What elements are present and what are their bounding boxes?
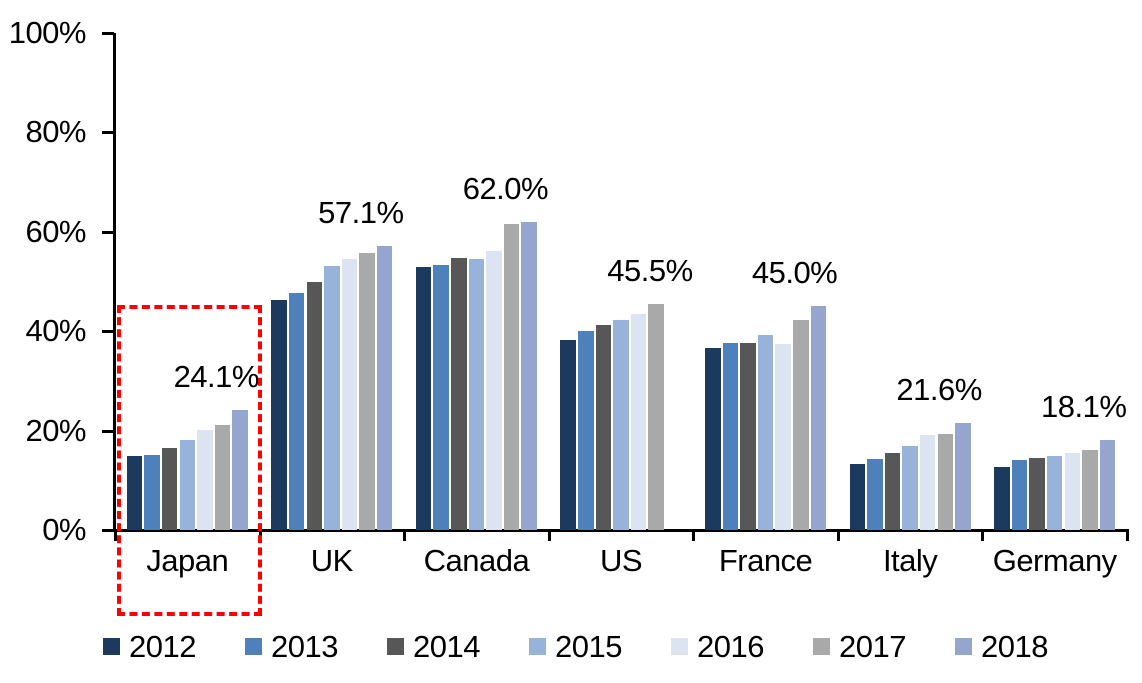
legend-label-2014: 2014 (413, 629, 480, 664)
data-label-uk: 57.1% (318, 195, 404, 231)
legend-swatch-2013 (245, 638, 262, 655)
bar-us-2017 (648, 303, 664, 530)
y-axis-tick-label: 60% (25, 213, 86, 249)
bar-france-2015 (757, 335, 774, 530)
bar-uk-2018 (376, 246, 393, 530)
legend-swatch-2015 (529, 638, 546, 655)
bar-germany-2013 (1011, 459, 1028, 530)
bar-us-2015 (613, 320, 629, 530)
legend-label-2016: 2016 (697, 629, 764, 664)
legend-label-2018: 2018 (981, 629, 1048, 664)
legend-label-2013: 2013 (271, 629, 338, 664)
bar-us-2014 (595, 325, 612, 530)
bar-canada-2012 (415, 266, 432, 530)
y-axis-tick (102, 131, 114, 135)
bar-uk-2013 (288, 292, 305, 530)
legend-label-2012: 2012 (129, 629, 196, 664)
bar-germany-2015 (1046, 456, 1063, 530)
y-axis-tick (102, 32, 114, 35)
x-axis-label-germany: Germany (992, 543, 1117, 578)
x-axis-label-canada: Canada (423, 543, 530, 578)
y-axis-tick (102, 330, 114, 334)
y-axis-tick (102, 529, 114, 532)
x-axis-tick (981, 530, 985, 541)
bar-japan-2014 (161, 447, 178, 530)
bar-japan-2016 (197, 430, 213, 530)
x-axis (113, 529, 1129, 532)
bar-canada-2013 (433, 264, 449, 530)
bar-japan-2012 (126, 456, 143, 530)
data-label-canada: 62.0% (462, 170, 549, 206)
legend-swatch-2014 (387, 638, 404, 655)
x-axis-tick (1126, 530, 1129, 541)
y-axis-tick-label: 0% (42, 512, 86, 547)
bar-japan-2017 (214, 424, 231, 530)
bar-france-2017 (793, 319, 809, 530)
x-axis-tick (692, 530, 696, 541)
legend-swatch-2012 (103, 638, 120, 655)
x-axis-tick (547, 530, 551, 541)
bar-uk-2012 (271, 299, 287, 530)
data-label-italy: 21.6% (896, 371, 982, 407)
bar-uk-2015 (324, 266, 340, 530)
bar-japan-2013 (144, 454, 160, 530)
x-axis-tick (258, 530, 262, 541)
y-axis-tick-label: 20% (25, 412, 86, 448)
x-axis-label-france: France (718, 543, 813, 578)
bar-france-2018 (810, 306, 827, 530)
x-axis-label-japan: Japan (146, 543, 229, 578)
y-axis (113, 33, 116, 530)
bar-italy-2016 (919, 435, 936, 530)
bar-france-2016 (775, 344, 791, 530)
bar-germany-2018 (1099, 440, 1116, 530)
bar-canada-2017 (503, 223, 520, 530)
bar-uk-2016 (341, 258, 358, 530)
bar-canada-2018 (521, 221, 537, 530)
legend-swatch-2018 (955, 638, 972, 655)
bar-us-2012 (560, 340, 576, 530)
data-label-japan: 24.1% (173, 359, 260, 395)
x-axis-tick (836, 530, 840, 541)
x-axis-label-us: US (599, 543, 643, 578)
bar-us-2016 (630, 313, 647, 530)
data-label-germany: 18.1% (1041, 389, 1127, 425)
bar-canada-2016 (486, 250, 502, 530)
bar-germany-2014 (1029, 458, 1045, 530)
x-axis-label-italy: Italy (882, 543, 938, 578)
bar-japan-2018 (232, 410, 248, 530)
bar-canada-2015 (468, 259, 485, 530)
y-axis-tick-label: 100% (8, 15, 87, 50)
bar-italy-2013 (867, 459, 883, 530)
y-axis-tick-label: 80% (25, 114, 86, 150)
bar-france-2012 (705, 348, 721, 530)
x-axis-tick (114, 530, 117, 541)
y-axis-tick-label: 40% (25, 313, 86, 349)
bar-italy-2017 (937, 434, 954, 530)
y-axis-tick (102, 429, 114, 433)
bar-italy-2015 (902, 446, 918, 530)
legend-swatch-2016 (671, 638, 688, 655)
data-label-us: 45.5% (607, 252, 693, 288)
bar-uk-2017 (359, 252, 375, 530)
bar-us-2013 (578, 330, 594, 530)
bar-italy-2014 (884, 453, 901, 530)
legend-label-2017: 2017 (839, 629, 906, 664)
bar-germany-2016 (1064, 453, 1081, 530)
x-axis-tick (403, 530, 407, 541)
bar-italy-2012 (849, 463, 866, 530)
bar-germany-2017 (1082, 449, 1098, 530)
bar-uk-2014 (306, 281, 322, 530)
bar-france-2013 (722, 342, 739, 530)
y-axis-tick (102, 230, 114, 234)
bar-canada-2014 (451, 257, 467, 530)
bar-france-2014 (740, 343, 756, 530)
x-axis-label-uk: UK (310, 543, 354, 578)
bar-germany-2012 (994, 467, 1010, 530)
legend-swatch-2017 (813, 638, 830, 655)
bar-japan-2015 (179, 440, 196, 530)
data-label-france: 45.0% (751, 255, 838, 291)
bar-italy-2018 (955, 422, 971, 530)
legend-label-2015: 2015 (555, 629, 622, 664)
